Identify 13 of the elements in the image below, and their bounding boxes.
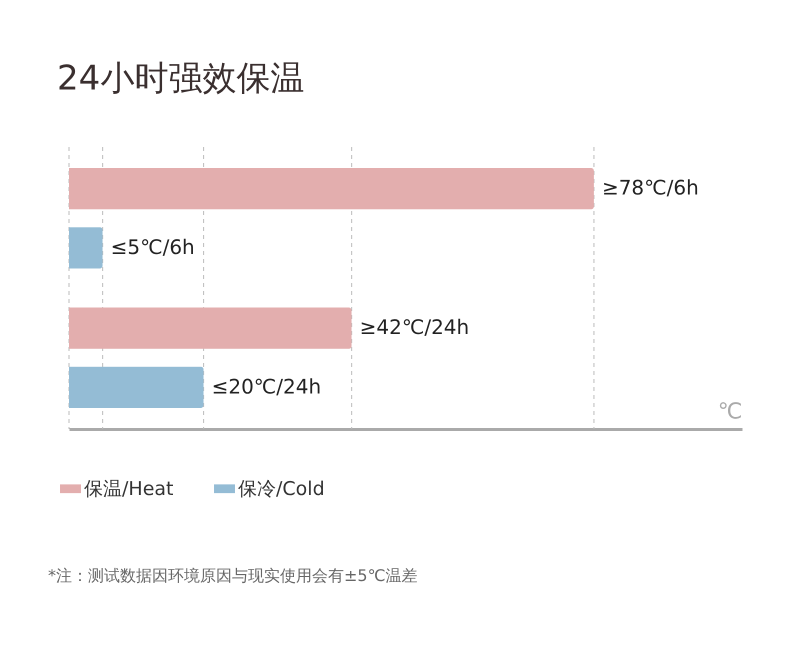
bar	[69, 308, 352, 349]
text: *注：测试数据因环境原因与现实使用会有±5℃温差	[48, 566, 418, 587]
legend-label: 保温/Heat	[84, 478, 174, 500]
bar	[69, 366, 204, 408]
bar	[69, 168, 594, 210]
chart-title: 24小时强效保温	[57, 58, 304, 98]
data-label: ≥78℃/6h	[602, 176, 699, 200]
data-label: ≥42℃/24h	[360, 315, 470, 340]
x-axis-title: ℃	[718, 400, 742, 424]
legend-label: 保冷/Cold	[238, 478, 325, 500]
bar	[69, 227, 103, 268]
data-label: ≤5℃/6h	[110, 234, 195, 259]
data-label: ≤20℃/24h	[212, 374, 322, 398]
